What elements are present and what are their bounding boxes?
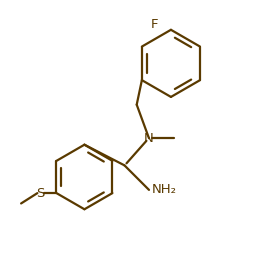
Text: S: S [36,187,45,200]
Text: F: F [150,18,158,31]
Text: N: N [144,132,154,145]
Text: NH₂: NH₂ [152,183,176,196]
